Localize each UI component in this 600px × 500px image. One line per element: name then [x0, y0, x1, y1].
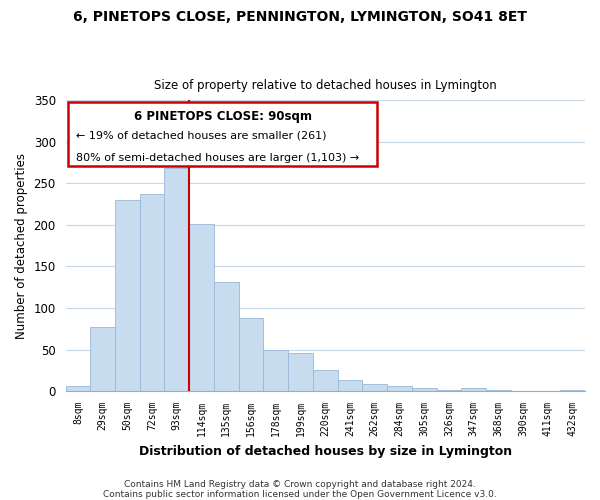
Bar [437, 390, 461, 391]
Bar [214, 282, 239, 391]
Bar [239, 318, 263, 391]
Bar [338, 380, 362, 391]
Y-axis label: Number of detached properties: Number of detached properties [15, 152, 28, 338]
Bar [412, 388, 437, 391]
Text: ← 19% of detached houses are smaller (261): ← 19% of detached houses are smaller (26… [76, 130, 326, 140]
Bar [288, 353, 313, 391]
Bar [387, 386, 412, 391]
Text: Contains HM Land Registry data © Crown copyright and database right 2024.: Contains HM Land Registry data © Crown c… [124, 480, 476, 489]
X-axis label: Distribution of detached houses by size in Lymington: Distribution of detached houses by size … [139, 444, 512, 458]
Bar [90, 327, 115, 391]
Bar [362, 384, 387, 391]
Text: 6 PINETOPS CLOSE: 90sqm: 6 PINETOPS CLOSE: 90sqm [134, 110, 311, 124]
Text: Contains public sector information licensed under the Open Government Licence v3: Contains public sector information licen… [103, 490, 497, 499]
Bar [313, 370, 338, 391]
FancyBboxPatch shape [68, 102, 377, 166]
Bar [164, 168, 189, 391]
Title: Size of property relative to detached houses in Lymington: Size of property relative to detached ho… [154, 79, 497, 92]
Bar [560, 390, 585, 391]
Bar [189, 224, 214, 391]
Bar [263, 350, 288, 391]
Text: 80% of semi-detached houses are larger (1,103) →: 80% of semi-detached houses are larger (… [76, 152, 359, 162]
Bar [115, 200, 140, 391]
Bar [486, 390, 511, 391]
Bar [65, 386, 90, 391]
Bar [461, 388, 486, 391]
Bar [140, 194, 164, 391]
Text: 6, PINETOPS CLOSE, PENNINGTON, LYMINGTON, SO41 8ET: 6, PINETOPS CLOSE, PENNINGTON, LYMINGTON… [73, 10, 527, 24]
